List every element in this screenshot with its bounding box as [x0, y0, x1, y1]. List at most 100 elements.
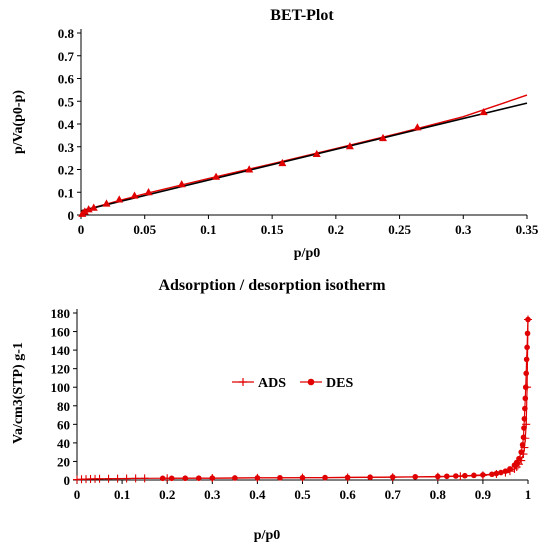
- iso-x-tick-label: 0.9: [475, 487, 492, 502]
- iso-des-point: [524, 330, 531, 337]
- iso-ads-point: [140, 474, 149, 483]
- iso-x-tick-label: 0.4: [249, 487, 266, 502]
- bet-x-tick-label: 0.25: [388, 222, 411, 237]
- iso-y-tick-label: 0: [64, 473, 71, 488]
- iso-des-point: [498, 469, 504, 476]
- iso-des-point: [389, 474, 396, 480]
- iso-des-point: [453, 473, 459, 479]
- bet-x-tick-label: 0: [78, 222, 85, 237]
- iso-des-point: [412, 473, 419, 480]
- iso-ads-point: [95, 474, 104, 483]
- iso-des-point: [471, 472, 477, 479]
- bet-y-tick-label: 0.4: [58, 117, 75, 132]
- iso-des-point: [322, 474, 328, 481]
- iso-des-point: [523, 370, 529, 377]
- iso-des-point: [462, 472, 468, 479]
- iso-y-tick-label: 20: [57, 454, 70, 469]
- iso-x-tick-label: 0.2: [159, 487, 175, 502]
- iso-des-point: [518, 449, 525, 455]
- bet-x-tick-label: 0.05: [133, 222, 156, 237]
- bet-data-point: [89, 203, 98, 211]
- bet-y-tick-label: 0.8: [58, 26, 75, 41]
- iso-x-tick-label: 0: [74, 487, 81, 502]
- bet-data-point: [245, 165, 254, 173]
- bet-y-tick-label: 0: [68, 208, 75, 223]
- iso-des-point: [522, 395, 529, 402]
- bet-data-point: [345, 142, 354, 150]
- iso-y-tick-label: 60: [57, 417, 70, 432]
- bet-y-tick-label: 0.5: [58, 94, 75, 109]
- bet-data-point: [177, 180, 186, 188]
- legend-ads-plus-icon: [239, 378, 247, 386]
- isotherm-chart: Adsorption / desorption isotherm p/p0 Va…: [11, 277, 532, 543]
- iso-x-tick-label: 0.6: [339, 487, 356, 502]
- bet-series-line-2: [80, 102, 528, 212]
- bet-plot-markers: [78, 107, 488, 217]
- iso-des-point: [511, 462, 518, 468]
- iso-des-point: [344, 474, 351, 481]
- iso-des-point: [435, 473, 441, 480]
- bet-data-point: [212, 172, 221, 180]
- bet-data-point: [144, 188, 153, 196]
- bet-x-tick-label: 0.15: [261, 222, 284, 237]
- isotherm-y-axis-label: Va/cm3(STP) g-1: [11, 342, 26, 444]
- iso-des-point: [522, 405, 528, 412]
- isotherm-lines: [76, 319, 529, 481]
- iso-des-point: [182, 475, 189, 482]
- iso-x-tick-label: 0.5: [294, 487, 311, 502]
- iso-y-tick-label: 160: [51, 325, 71, 340]
- iso-y-tick-label: 40: [57, 436, 70, 451]
- iso-x-tick-label: 0.1: [114, 487, 130, 502]
- iso-des-point: [522, 384, 529, 391]
- bet-data-point: [130, 191, 139, 199]
- iso-des-point: [521, 425, 527, 431]
- legend-des-circle-icon: [307, 378, 315, 386]
- iso-y-tick-label: 120: [51, 362, 71, 377]
- iso-y-tick-label: 140: [51, 343, 71, 358]
- bet-y-tick-label: 0.7: [58, 49, 75, 64]
- iso-des-point: [209, 475, 216, 481]
- bet-plot-x-axis-label: p/p0: [294, 246, 320, 261]
- bet-plot-lines: [80, 94, 528, 212]
- bet-data-point: [479, 107, 488, 116]
- iso-des-point: [254, 475, 261, 481]
- bet-plot-axes: [80, 29, 527, 216]
- bet-data-point: [413, 123, 422, 131]
- isotherm-title: Adsorption / desorption isotherm: [158, 277, 386, 294]
- bet-plot-title: BET-Plot: [270, 7, 334, 24]
- iso-ads-point: [131, 474, 140, 483]
- iso-series-line-des: [162, 319, 529, 479]
- isotherm-legend: ADS DES: [232, 376, 353, 391]
- bet-x-tick-label: 0.1: [200, 222, 216, 237]
- iso-ads-point: [113, 474, 122, 483]
- iso-des-point: [524, 344, 530, 351]
- bet-y-tick-label: 0.1: [58, 185, 74, 200]
- iso-des-point: [480, 472, 486, 478]
- iso-des-point: [277, 474, 283, 481]
- isotherm-x-axis-label: p/p0: [254, 528, 280, 543]
- iso-series-line-ads: [76, 319, 529, 481]
- legend-des-label: DES: [326, 376, 353, 391]
- bet-y-tick-label: 0.3: [58, 140, 75, 155]
- iso-x-tick-label: 1: [525, 487, 532, 502]
- bet-data-point: [102, 199, 111, 207]
- bet-y-tick-label: 0.2: [58, 163, 74, 178]
- isotherm-axes: [76, 309, 528, 481]
- bet-data-point: [80, 207, 89, 215]
- iso-des-point: [502, 468, 509, 474]
- iso-des-point: [168, 475, 175, 482]
- iso-des-point: [507, 466, 513, 472]
- legend-ads-label: ADS: [258, 376, 286, 391]
- bet-x-tick-label: 0.35: [516, 222, 539, 237]
- iso-x-tick-label: 0.8: [430, 487, 447, 502]
- iso-des-point: [159, 475, 166, 482]
- iso-x-tick-label: 0.3: [204, 487, 221, 502]
- bet-x-tick-label: 0.3: [455, 222, 472, 237]
- bet-data-point: [379, 133, 388, 142]
- iso-des-point: [299, 474, 306, 481]
- iso-des-point: [493, 470, 500, 477]
- iso-des-point: [523, 356, 530, 363]
- bet-data-point: [278, 158, 287, 167]
- iso-des-point: [521, 415, 528, 422]
